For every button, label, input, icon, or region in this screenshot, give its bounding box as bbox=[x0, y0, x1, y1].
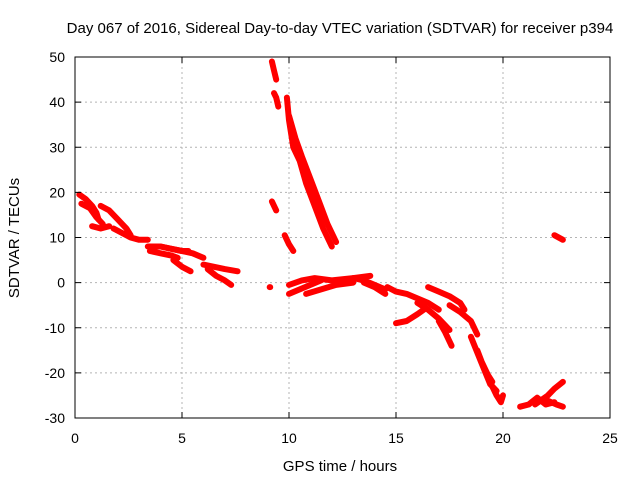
data-arc-arc-20 bbox=[286, 277, 325, 297]
chart-title: Day 067 of 2016, Sidereal Day-to-day VTE… bbox=[67, 20, 614, 37]
y-axis-label: SDTVAR / TECUs bbox=[6, 178, 23, 298]
data-arc-arc-23 bbox=[360, 279, 389, 297]
x-tick-label: 20 bbox=[495, 430, 511, 446]
y-tick-label: 10 bbox=[49, 230, 65, 246]
x-tick-label: 5 bbox=[178, 430, 186, 446]
data-arc-arc-3 bbox=[89, 223, 113, 232]
x-tick-label: 15 bbox=[388, 430, 404, 446]
data-arc-arc-5 bbox=[110, 225, 151, 243]
data-arc-arc-21 bbox=[303, 279, 357, 297]
data-arc-arc-28 bbox=[446, 302, 481, 338]
y-tick-label: -30 bbox=[45, 410, 65, 426]
data-arc-arc-25 bbox=[414, 299, 453, 333]
x-tick-label: 10 bbox=[281, 430, 297, 446]
data-arc-arc-8 bbox=[157, 243, 207, 261]
axis-ticks: 0 5 10 15 20 25 -30 -20 -10 0 10 20 30 40 50 bbox=[45, 49, 618, 446]
y-tick-label: 30 bbox=[49, 139, 65, 155]
y-tick-label: 0 bbox=[57, 275, 65, 291]
y-tick-label: 20 bbox=[49, 184, 65, 200]
data-arc-arc-2 bbox=[78, 200, 106, 227]
data-arc-arc-27 bbox=[425, 284, 468, 313]
data-arc-arc-10 bbox=[200, 261, 241, 275]
data-arc-arc-15 bbox=[281, 232, 297, 254]
y-tick-label: 40 bbox=[49, 94, 65, 110]
data-arc-arc-32 bbox=[489, 383, 506, 406]
data-arc-arc-7 bbox=[146, 248, 181, 261]
data-arc-arc-26 bbox=[393, 306, 427, 327]
data-arc-arc-36 bbox=[551, 232, 566, 243]
x-tick-label: 0 bbox=[71, 430, 79, 446]
data-arc-arc-34 bbox=[532, 378, 566, 408]
data-arc-arc-14 bbox=[268, 198, 280, 214]
x-axis-label: GPS time / hours bbox=[283, 458, 397, 475]
data-arc-arc-29 bbox=[435, 318, 455, 349]
data-arc-arc-9 bbox=[170, 257, 194, 275]
y-tick-label: -20 bbox=[45, 365, 65, 381]
data-arc-arc-13 bbox=[271, 90, 282, 110]
x-tick-label: 25 bbox=[602, 430, 618, 446]
data-series bbox=[76, 58, 566, 410]
y-tick-label: -10 bbox=[45, 320, 65, 336]
data-arc-arc-35 bbox=[542, 396, 566, 410]
y-tick-label: 50 bbox=[49, 49, 65, 65]
data-arc-arc-24 bbox=[384, 284, 442, 313]
data-arc-arc-31 bbox=[474, 347, 496, 385]
data-arc-arc-12 bbox=[268, 58, 280, 83]
data-arc-arc-4 bbox=[97, 202, 134, 239]
data-arc-arc-11 bbox=[204, 266, 235, 288]
grid bbox=[75, 57, 610, 418]
data-arc-arc-18 bbox=[286, 112, 340, 245]
